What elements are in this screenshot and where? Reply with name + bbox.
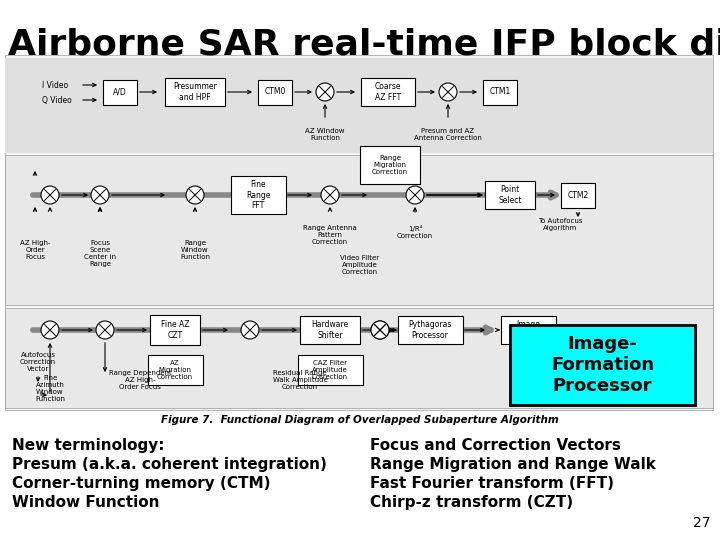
Text: A/D: A/D: [113, 87, 127, 97]
Bar: [5, 55, 713, 410]
Circle shape: [241, 321, 259, 339]
Text: Focus and Correction Vectors: Focus and Correction Vectors: [370, 438, 621, 453]
Bar: [5, 308, 713, 408]
Text: Pythagoras
Processor: Pythagoras Processor: [408, 320, 451, 340]
Text: Q Video: Q Video: [42, 96, 72, 105]
Text: Image-
Formation
Processor: Image- Formation Processor: [551, 335, 654, 395]
Text: Point
Select: Point Select: [498, 185, 522, 205]
Circle shape: [186, 186, 204, 204]
Text: CTM1: CTM1: [490, 87, 510, 97]
Text: CTM0: CTM0: [264, 87, 286, 97]
Bar: [483, 79, 517, 105]
Bar: [500, 316, 556, 344]
Bar: [300, 316, 360, 344]
Bar: [103, 79, 137, 105]
Text: Focus
Scene
Center in
Range: Focus Scene Center in Range: [84, 240, 116, 267]
Circle shape: [41, 321, 59, 339]
Bar: [230, 176, 286, 214]
Bar: [150, 315, 200, 345]
Text: Range
Migration
Correction: Range Migration Correction: [372, 155, 408, 175]
Bar: [485, 181, 535, 209]
Text: Coarse
AZ FFT: Coarse AZ FFT: [374, 82, 401, 102]
Bar: [397, 316, 462, 344]
Text: Fast Fourier transform (FFT): Fast Fourier transform (FFT): [370, 476, 614, 491]
Text: Hardware
Shifter: Hardware Shifter: [311, 320, 348, 340]
Text: New terminology:: New terminology:: [12, 438, 164, 453]
Text: Presummer
and HPF: Presummer and HPF: [173, 82, 217, 102]
Bar: [5, 155, 713, 305]
Circle shape: [96, 321, 114, 339]
Circle shape: [439, 83, 457, 101]
Circle shape: [41, 186, 59, 204]
Bar: [5, 58, 713, 153]
Text: Airborne SAR real-time IFP block diagram: Airborne SAR real-time IFP block diagram: [8, 28, 720, 62]
Bar: [258, 79, 292, 105]
Text: AZ High-
Order
Focus: AZ High- Order Focus: [19, 240, 50, 260]
Bar: [561, 183, 595, 207]
Text: Residual Range
Walk Amplitude
Correction: Residual Range Walk Amplitude Correction: [273, 370, 328, 390]
Text: To Autofocus
Algorithm: To Autofocus Algorithm: [538, 218, 582, 231]
Text: Presum (a.k.a. coherent integration): Presum (a.k.a. coherent integration): [12, 457, 327, 472]
Text: CTM2: CTM2: [567, 191, 589, 199]
Text: Range Dependent
AZ High-
Order Focus: Range Dependent AZ High- Order Focus: [109, 370, 171, 390]
Circle shape: [91, 186, 109, 204]
Text: AZ
Migration
Correction: AZ Migration Correction: [157, 360, 193, 380]
Text: Range
Window
Function: Range Window Function: [180, 240, 210, 260]
Text: Video Filter
Amplitude
Correction: Video Filter Amplitude Correction: [341, 255, 379, 275]
Text: 1/R⁴
Correction: 1/R⁴ Correction: [397, 225, 433, 239]
Bar: [165, 78, 225, 106]
Circle shape: [406, 186, 424, 204]
Text: CAZ Filter
Amplitude
Correction: CAZ Filter Amplitude Correction: [312, 360, 348, 380]
Text: Fine AZ
CZT: Fine AZ CZT: [161, 320, 189, 340]
Bar: [360, 146, 420, 184]
Text: AZ Window
Function: AZ Window Function: [305, 128, 345, 141]
Bar: [510, 325, 695, 405]
Text: Presum and AZ
Antenna Correction: Presum and AZ Antenna Correction: [414, 128, 482, 141]
Text: 27: 27: [693, 516, 710, 530]
Text: Window Function: Window Function: [12, 495, 160, 510]
Text: Image
Output: Image Output: [515, 320, 541, 340]
Text: Chirp-z transform (CZT): Chirp-z transform (CZT): [370, 495, 573, 510]
Bar: [361, 78, 415, 106]
Text: I Video: I Video: [42, 80, 68, 90]
Bar: [148, 355, 202, 385]
Text: Range Migration and Range Walk: Range Migration and Range Walk: [370, 457, 656, 472]
Text: Autofocus
Correction
Vector: Autofocus Correction Vector: [20, 352, 56, 372]
Text: Fine
Range
FFT: Fine Range FFT: [246, 180, 270, 210]
Circle shape: [371, 321, 389, 339]
Text: Corner-turning memory (CTM): Corner-turning memory (CTM): [12, 476, 271, 491]
Text: Range Antenna
Pattern
Correction: Range Antenna Pattern Correction: [303, 225, 357, 245]
Circle shape: [316, 83, 334, 101]
Text: Figure 7.  Functional Diagram of Overlapped Subaperture Algorithm: Figure 7. Functional Diagram of Overlapp…: [161, 415, 559, 425]
Bar: [297, 355, 362, 385]
Circle shape: [371, 321, 389, 339]
Circle shape: [321, 186, 339, 204]
Text: Fine
Azimuth
Window
Function: Fine Azimuth Window Function: [35, 375, 65, 402]
